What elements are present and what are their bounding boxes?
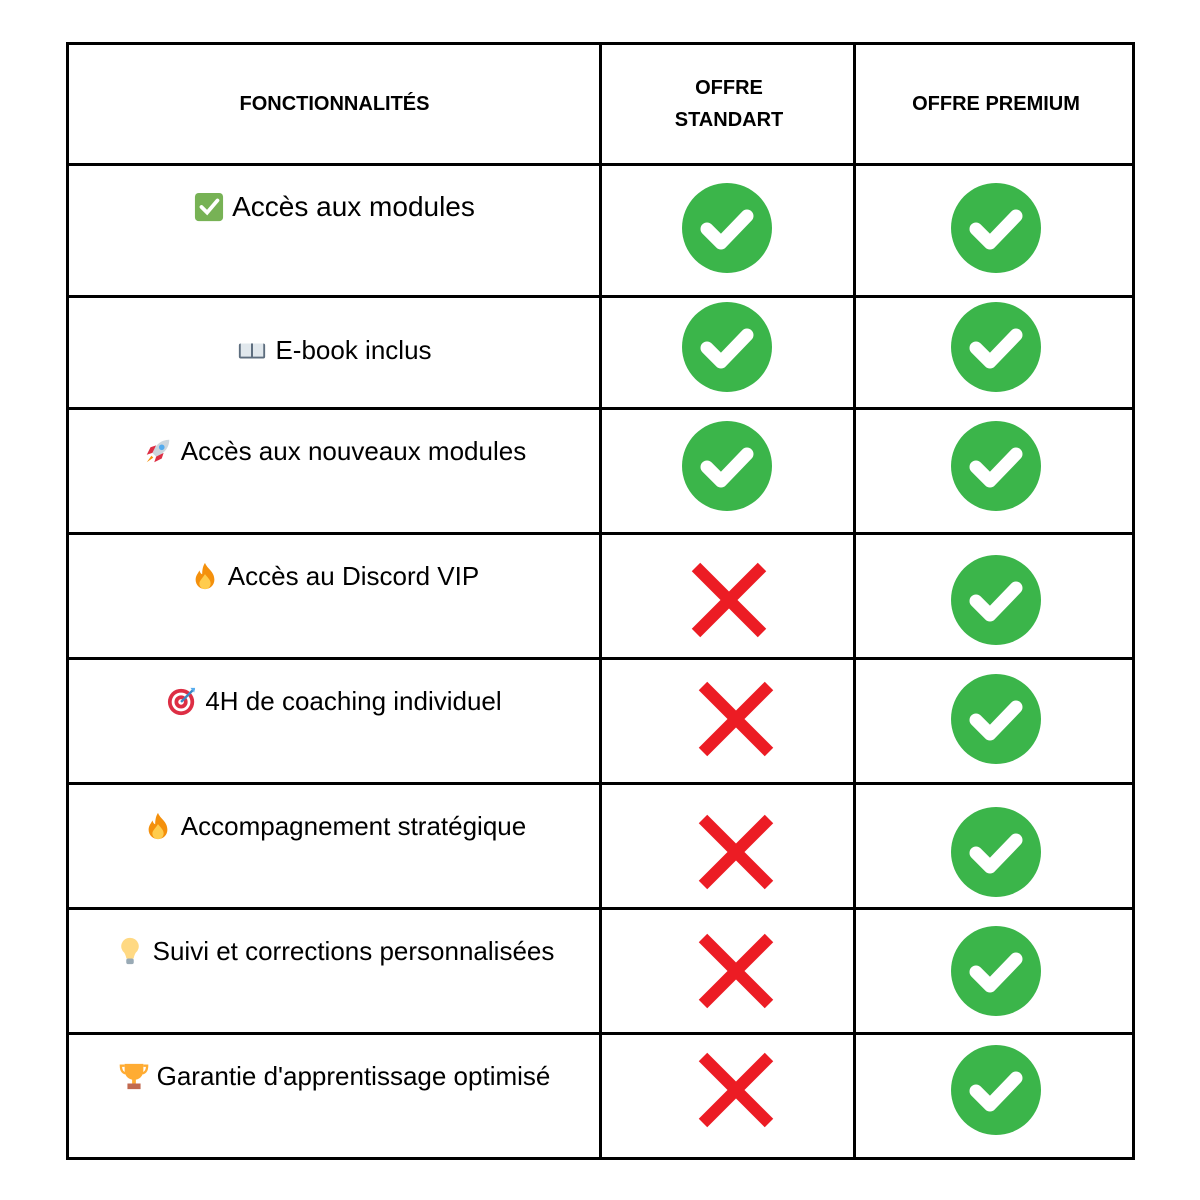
feature-row-label: Accès aux modules: [69, 189, 600, 225]
feature-label: E-book inclus: [275, 334, 432, 365]
premium-check-icon: [951, 183, 1041, 273]
feature-label: Suivi et corrections personnalisées: [152, 935, 555, 966]
trophy-icon: [119, 1061, 157, 1091]
feature-row-label: E-book inclus: [69, 332, 600, 368]
premium-check-icon: [951, 674, 1041, 764]
standard-cross-icon: [691, 807, 781, 897]
feature-row-label: 4H de coaching individuel: [69, 683, 600, 719]
feature-label: Garantie d'apprentissage optimisé: [156, 1060, 551, 1091]
standard-check-icon: [682, 421, 772, 511]
standard-cross-icon: [691, 926, 781, 1016]
feature-label: Accès aux nouveaux modules: [180, 435, 527, 466]
feature-label: 4H de coaching individuel: [205, 685, 502, 716]
standard-cross-icon: [691, 1045, 781, 1135]
feature-label: Accès aux modules: [232, 191, 475, 222]
premium-check-icon: [951, 302, 1041, 392]
header-standard: OFFRE STANDART: [674, 76, 784, 131]
feature-row-label: Accès au Discord VIP: [69, 558, 600, 594]
lightbulb-icon: [115, 936, 153, 966]
header-premium: OFFRE PREMIUM: [912, 92, 1080, 115]
feature-row-label: Suivi et corrections personnalisées: [69, 933, 600, 969]
column-divider: [1132, 42, 1135, 1159]
column-divider: [853, 42, 856, 1159]
column-divider: [599, 42, 602, 1159]
feature-label: Accès au Discord VIP: [227, 560, 480, 591]
fire-icon: [190, 561, 228, 591]
feature-row-label: Accès aux nouveaux modules: [69, 433, 600, 469]
premium-check-icon: [951, 421, 1041, 511]
standard-cross-icon: [691, 674, 781, 764]
premium-check-icon: [951, 926, 1041, 1016]
header-features: FONCTIONNALITÉS: [239, 92, 430, 115]
feature-row-label: Accompagnement stratégique: [69, 808, 600, 844]
fire-icon: [143, 811, 181, 841]
rocket-icon: [143, 436, 181, 466]
premium-check-icon: [951, 807, 1041, 897]
premium-check-icon: [951, 1045, 1041, 1135]
target-icon: [167, 686, 205, 716]
check-box-icon: [194, 192, 232, 222]
column-divider: [66, 42, 69, 1159]
standard-cross-icon: [684, 555, 774, 645]
standard-check-icon: [682, 183, 772, 273]
standard-check-icon: [682, 302, 772, 392]
feature-row-label: Garantie d'apprentissage optimisé: [69, 1058, 600, 1094]
premium-check-icon: [951, 555, 1041, 645]
feature-label: Accompagnement stratégique: [180, 810, 527, 841]
book-icon: [237, 335, 275, 365]
